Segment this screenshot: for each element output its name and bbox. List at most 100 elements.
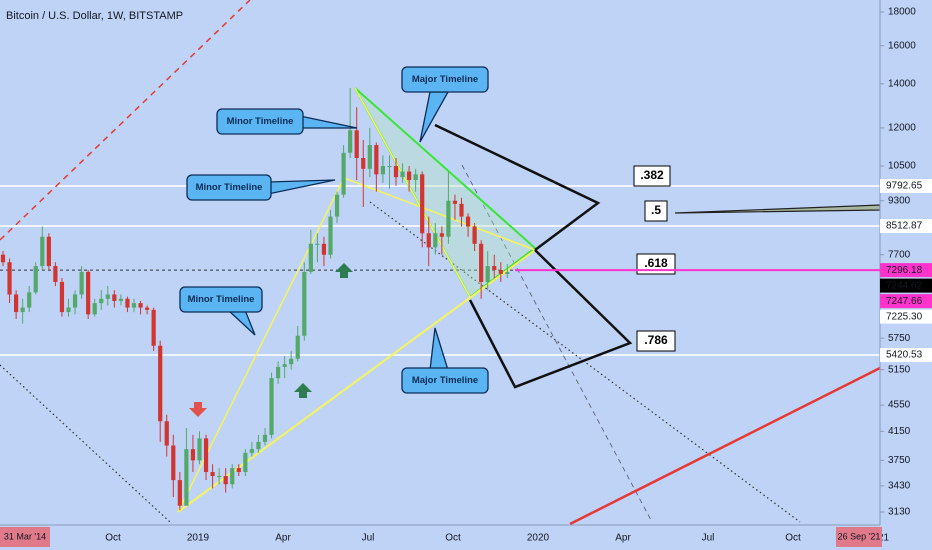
callout-text: Major Timeline — [412, 74, 478, 85]
x-tick-label: Oct — [445, 533, 461, 544]
y-tick-label: 16000 — [888, 40, 916, 51]
candle-body — [59, 281, 65, 313]
fib-text: .5 — [651, 203, 661, 217]
range-label: 31 Mar '14 — [4, 531, 46, 541]
callout-text: Minor Timeline — [227, 116, 294, 127]
fib-text: .786 — [644, 333, 668, 347]
candle-body — [479, 243, 484, 282]
price-label-box — [880, 278, 932, 293]
price-label: 9792.65 — [886, 181, 923, 192]
candle-body — [321, 243, 327, 255]
candle-body — [46, 236, 51, 267]
candle-body — [276, 366, 281, 379]
trend-line — [461, 164, 653, 523]
chart-title: Bitcoin / U.S. Dollar, 1W, BITSTAMP — [6, 10, 183, 22]
y-tick-label: 9300 — [888, 195, 911, 206]
candle-body — [171, 445, 176, 481]
fib-text: .618 — [644, 256, 668, 270]
candle-body — [105, 294, 110, 299]
x-tick-label: Jul — [702, 533, 715, 544]
up-arrow — [335, 263, 353, 278]
price-label: 5420.53 — [886, 350, 923, 361]
candle-body — [361, 158, 366, 169]
candle-body — [380, 166, 385, 175]
fib-label: .786 — [636, 330, 676, 352]
candle-body — [203, 438, 209, 473]
down-arrow — [189, 402, 207, 417]
candle-body — [118, 298, 123, 301]
candle-body — [348, 130, 353, 153]
candle-body — [505, 271, 510, 274]
candle-body — [40, 236, 45, 267]
fib-text: .382 — [640, 168, 664, 182]
candle-body — [190, 449, 196, 461]
candle-body — [289, 358, 294, 365]
candle-body — [269, 378, 274, 435]
candle-body — [413, 174, 418, 181]
candle-body — [400, 171, 405, 178]
candle-body — [452, 200, 458, 204]
candle-body — [262, 434, 268, 442]
candle-body — [112, 294, 117, 301]
candle-body — [308, 243, 313, 272]
candle-body — [53, 266, 58, 282]
candle-body — [14, 294, 19, 313]
x-tick-label: Apr — [615, 533, 631, 544]
price-label: 7225.30 — [886, 311, 923, 322]
y-tick-label: 3750 — [888, 455, 911, 466]
range-label-box — [836, 527, 882, 547]
callout: Minor Timeline — [179, 286, 263, 336]
trend-line — [354, 87, 471, 298]
y-tick-label: 3430 — [888, 480, 911, 491]
candle-body — [33, 266, 38, 293]
candle-body — [459, 203, 464, 217]
candle-body — [0, 254, 6, 263]
candle-body — [485, 266, 490, 282]
candle-body — [439, 233, 444, 237]
price-label-box — [880, 348, 932, 363]
price-label: 7244.62 — [886, 280, 923, 291]
callout: Minor Timeline — [186, 174, 336, 201]
candle-body — [498, 269, 503, 274]
x-tick-label: Oct — [105, 533, 121, 544]
candle-body — [86, 271, 91, 315]
fib-label: .382 — [633, 165, 671, 187]
candle-body — [367, 145, 372, 169]
candle-body — [302, 271, 307, 336]
y-tick-label: 5150 — [888, 364, 911, 375]
y-tick-label: 3130 — [888, 507, 911, 518]
x-tick-label: Jul — [362, 533, 375, 544]
y-tick-label: 4550 — [888, 400, 911, 411]
candle-body — [236, 468, 241, 473]
candle-body — [334, 194, 340, 217]
callout-text: Minor Timeline — [196, 182, 263, 193]
candle-body — [151, 309, 156, 346]
up-arrow — [294, 383, 312, 398]
price-label: 7247.66 — [886, 296, 923, 307]
trend-line — [0, 0, 251, 241]
y-tick-label: 7700 — [888, 249, 911, 260]
price-label-box — [880, 178, 932, 193]
y-tick-label: 10500 — [888, 161, 916, 172]
x-tick-label: Apr — [275, 533, 291, 544]
candle-body — [20, 307, 25, 313]
candle-body — [131, 303, 137, 308]
candle-body — [472, 226, 477, 244]
callout: Major Timeline — [401, 327, 489, 394]
candle-body — [420, 174, 425, 234]
callout: Minor Timeline — [216, 108, 358, 135]
candle-body — [79, 271, 84, 295]
candle-body — [145, 307, 150, 310]
candle-body — [492, 266, 497, 270]
ray — [674, 204, 881, 214]
candle-body — [315, 243, 320, 245]
price-label: 7296.18 — [886, 265, 923, 276]
candle-body — [158, 345, 163, 422]
candle-body — [72, 294, 78, 308]
trend-line — [369, 201, 801, 523]
y-tick-label: 5750 — [888, 333, 911, 344]
candle-body — [354, 130, 359, 159]
callout-text: Major Timeline — [412, 375, 478, 386]
candle-body — [374, 145, 379, 175]
